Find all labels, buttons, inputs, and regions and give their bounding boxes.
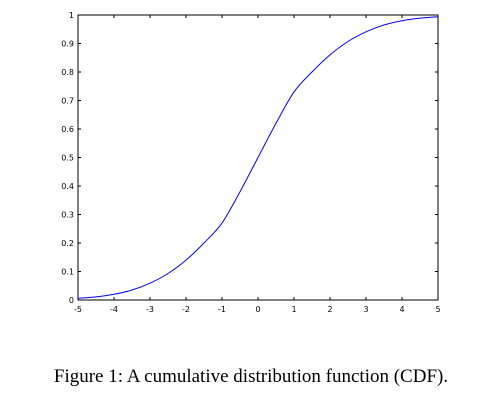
y-tick-label: 0.4 xyxy=(61,182,74,191)
y-tick-label: 0.5 xyxy=(61,154,74,163)
y-tick-label: 1 xyxy=(69,11,74,20)
x-tick-label: 0 xyxy=(255,305,260,314)
y-tick-label: 0 xyxy=(69,296,74,305)
x-tick-label: -1 xyxy=(218,305,226,314)
y-tick-label: 0.7 xyxy=(61,97,74,106)
cdf-series-line xyxy=(77,16,439,299)
x-tick-label: 1 xyxy=(291,305,296,314)
figure-caption: Figure 1: A cumulative distribution func… xyxy=(53,366,449,387)
y-tick-label: 0.6 xyxy=(61,125,74,134)
x-tick-label: 3 xyxy=(363,305,368,314)
x-tick-label: -4 xyxy=(110,305,118,314)
y-tick-label: 0.3 xyxy=(61,211,74,220)
y-tick-label: 0.2 xyxy=(61,239,74,248)
x-tick-label: -2 xyxy=(182,305,190,314)
x-tick-label: 4 xyxy=(399,305,404,314)
y-tick-label: 0.1 xyxy=(61,268,74,277)
y-tick-label: 0.8 xyxy=(61,68,74,77)
cdf-chart: -5 -4 -3 -2 -1 0 1 2 3 4 5 00.10.20.30.40.50.60.70… xyxy=(61,11,441,314)
y-tick-label: 0.9 xyxy=(61,40,74,49)
x-tick-label: -3 xyxy=(146,305,154,314)
x-axis-ticks: -5 -4 -3 -2 -1 0 1 2 3 4 5 xyxy=(74,15,441,314)
x-tick-label: 2 xyxy=(327,305,332,314)
x-tick-label: 5 xyxy=(435,305,440,314)
series-group xyxy=(77,16,439,299)
x-tick-label: -5 xyxy=(74,305,82,314)
y-axis-ticks: 0 0.1 0.2 0.3 0.4 0.5 0.6 0.7 0.8 0.9 1 xyxy=(61,11,438,305)
